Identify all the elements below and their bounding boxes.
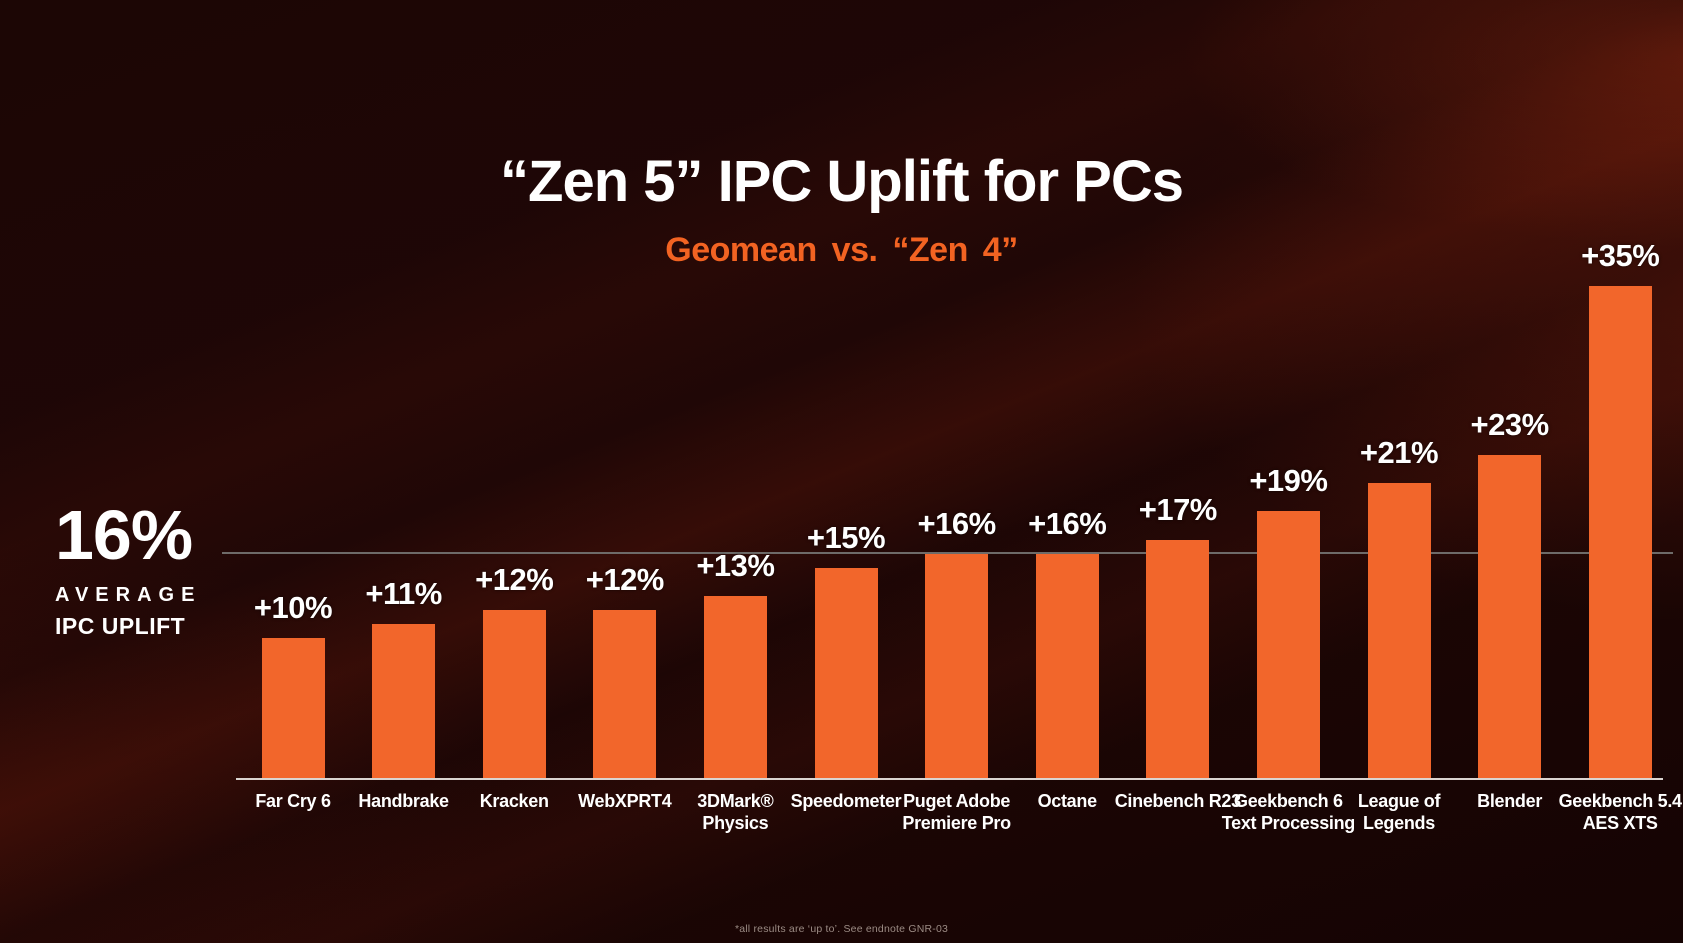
bar-group: +35% Geekbench 5.4 AES XTS: [1559, 238, 1682, 833]
average-reference-line: [222, 551, 1673, 554]
bar-value-label: +16%: [917, 505, 997, 541]
bar-value-label: +10%: [253, 590, 333, 626]
bar: [1478, 455, 1542, 779]
bar-category-label: 3DMark® Physics: [697, 791, 774, 833]
bar-value-label: +11%: [365, 576, 442, 612]
bar-group: +16% Octane: [1028, 240, 1107, 811]
bar-group: +12% Kracken: [475, 240, 554, 811]
bar: [372, 624, 436, 779]
average-value: 16%: [55, 496, 193, 574]
bar-value-label: +21%: [1359, 435, 1439, 471]
bar-value-label: +35%: [1581, 238, 1660, 274]
bar: [814, 567, 878, 779]
bar-category-label: Cinebench R23: [1114, 791, 1241, 811]
chart-baseline: [236, 778, 1663, 780]
bar: [703, 595, 767, 779]
bar-group: +12% WebXPRT4: [578, 240, 672, 811]
bar: [593, 610, 657, 779]
bar: [1146, 539, 1210, 779]
bar-group: +17% Cinebench R23: [1115, 240, 1241, 811]
bar: [482, 610, 546, 779]
bar-group: +21% League of Legends: [1358, 240, 1441, 833]
bar-value-label: +12%: [475, 562, 554, 598]
bar-value-label: +19%: [1249, 463, 1328, 499]
bar-category-label: Puget Adobe Premiere Pro: [902, 791, 1011, 833]
bar-category-label: Geekbench 6 Text Processing: [1221, 791, 1356, 833]
bar-value-label: +23%: [1470, 407, 1550, 443]
bar-category-label: Kracken: [479, 791, 549, 811]
bar-value-label: +12%: [585, 562, 665, 598]
bar: [925, 553, 989, 779]
bar-group: +15% Speedometer: [791, 240, 902, 811]
bar-group: +19% Geekbench 6 Text Processing: [1222, 240, 1356, 833]
bar-category-label: Far Cry 6: [255, 791, 331, 811]
bar: [261, 638, 325, 779]
page-subtitle: Geomean vs. “Zen 4”: [665, 231, 1018, 269]
bar: [1256, 511, 1320, 779]
bar-group: +10% Far Cry 6: [254, 240, 333, 811]
bar-value-label: +16%: [1028, 505, 1107, 541]
bar-value-label: +17%: [1138, 491, 1218, 527]
bar: [1588, 286, 1652, 779]
bar-category-label: Octane: [1037, 791, 1098, 811]
bar: [1035, 553, 1099, 779]
bar-value-label: +13%: [696, 547, 775, 583]
average-ipc-uplift-block: 16% AVERAGE IPC UPLIFT: [55, 498, 201, 640]
bar-chart: +10% Far Cry 6 +11% Handbrake +12% Kracken +12…: [222, 238, 1682, 833]
bar-group: +23% Blender: [1471, 240, 1550, 811]
bar-category-label: Geekbench 5.4 AES XTS: [1558, 791, 1682, 833]
bar-group: +11% Handbrake: [358, 240, 449, 811]
average-caption-line2: IPC UPLIFT: [55, 613, 186, 639]
bar-category-label: Blender: [1477, 791, 1543, 811]
bar-category-label: League of Legends: [1357, 791, 1441, 833]
bar-group: +16% Puget Adobe Premiere Pro: [902, 240, 1011, 833]
footnote: *all results are ‘up to’. See endnote GN…: [734, 923, 949, 935]
bar-category-label: Speedometer: [790, 791, 902, 811]
bar: [1367, 483, 1431, 779]
bar-category-label: Handbrake: [358, 791, 449, 811]
bar-value-label: +15%: [806, 519, 886, 555]
bar-category-label: WebXPRT4: [578, 791, 672, 811]
bar-group: +13% 3DMark® Physics: [696, 240, 775, 833]
page-title: “Zen 5” IPC Uplift for PCs: [500, 149, 1184, 214]
average-caption-line1: AVERAGE: [55, 584, 202, 606]
